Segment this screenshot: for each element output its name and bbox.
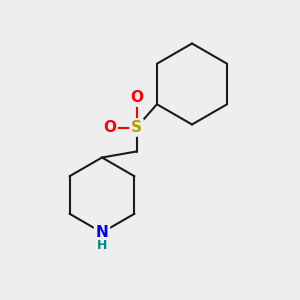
Text: H: H <box>97 238 107 252</box>
Text: O: O <box>130 90 143 105</box>
Text: S: S <box>131 120 142 135</box>
Text: O: O <box>103 120 116 135</box>
Text: N: N <box>96 225 108 240</box>
